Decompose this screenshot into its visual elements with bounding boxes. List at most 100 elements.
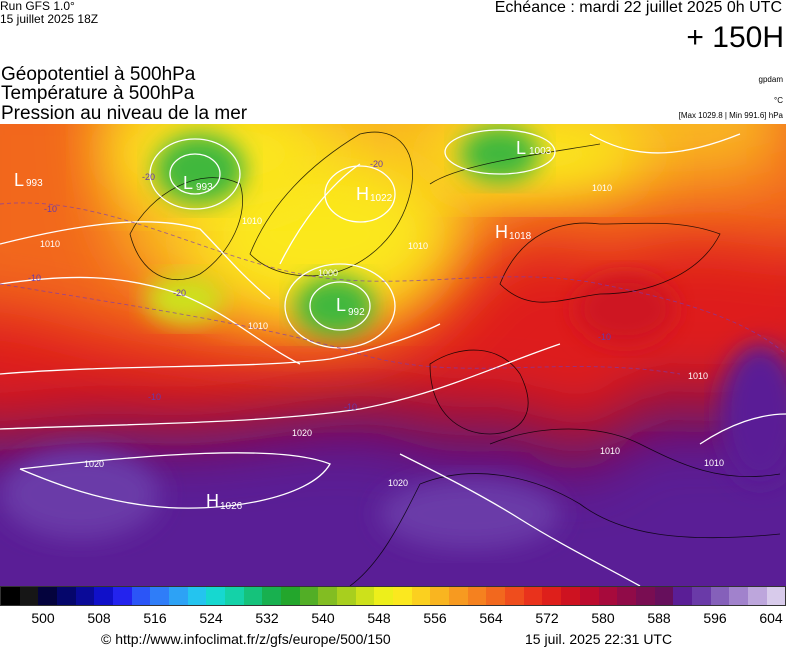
colorbar-tick-label: 580 [591,610,615,626]
geopotential-field [0,124,786,586]
center-letter: H [206,491,219,511]
center-letter: L [14,170,24,190]
center-letter: H [356,184,369,204]
colorbar-swatch [243,587,263,605]
isobar-label: 1020 [388,478,408,488]
isobar-label: 1010 [688,371,708,381]
isobar-label: 1020 [84,459,104,469]
low-center: L 992 [336,295,365,318]
center-letter: L [183,173,193,193]
low-center: L 993 [14,170,43,190]
center-value: 1018 [509,231,532,242]
temperature-label: -20 [142,172,155,182]
colorbar-swatch [691,587,711,605]
temperature-label: -10 [148,392,161,402]
colorbar-swatch [635,587,655,605]
colorbar-swatch [747,587,767,605]
temperature-label: -10 [28,273,41,283]
low-center: L 1003 [516,138,552,158]
colorbar-swatch [542,587,562,605]
isobars [0,129,786,586]
colorbar-tick-label: 540 [311,610,335,626]
temperature-labels: -20 -20 -20 -10 -10 -10 -10 -10 [28,159,611,412]
center-value: 1022 [370,193,393,204]
title-geopotential: Géopotentiel à 500hPa [1,64,196,85]
center-value: 993 [26,178,43,189]
colorbar-swatch [318,587,338,605]
pressure-centers: L 993 L 993 L 1003 H 1022 H 1018 L 992 [14,138,552,512]
colorbar-swatch [337,587,356,605]
render-timestamp: 15 juil. 2025 22:31 UTC [525,631,673,647]
center-value: 993 [196,182,213,193]
temperature-label: -10 [598,332,611,342]
colorbar-swatch [94,587,114,605]
colorbar-swatch [38,587,58,605]
colorbar-tick-label: 524 [199,610,223,626]
center-letter: H [495,222,508,242]
coastlines [129,131,781,586]
colorbar-swatch [393,587,412,605]
title-temperature: Température à 500hPa [1,83,195,104]
colorbar-swatch [19,587,39,605]
isobar-label: 1010 [248,321,268,331]
colorbar-swatch [598,587,618,605]
temperature-label: -10 [44,204,57,214]
forecast-valid-time: Echéance : mardi 22 juillet 2025 0h UTC [494,0,782,16]
colorbar-swatch [113,587,132,605]
isobar-label: 1010 [600,446,620,456]
colorbar-tick-label: 556 [423,610,447,626]
colorbar-swatch [766,587,786,605]
colorbar-tick-label: 572 [535,610,559,626]
colorbar-swatch [355,587,375,605]
high-center: H 1022 [356,184,393,204]
colorbar-swatch [262,587,282,605]
colorbar-tick-label: 508 [87,610,111,626]
temperature-label: -20 [173,288,186,298]
colorbar-swatch [299,587,319,605]
isobar-label: 1010 [704,458,724,468]
isobar-label: 1010 [592,183,612,193]
colorbar-tick-label: 564 [479,610,503,626]
colorbar-swatch [579,587,599,605]
colorbar-swatch [486,587,506,605]
high-center: H 1026 [206,491,243,512]
colorbar-swatch [467,587,487,605]
colorbar-swatch [225,587,244,605]
colorbar-swatch [131,587,151,605]
center-letter: L [336,295,346,315]
center-value: 1003 [529,146,552,157]
colorbar-swatch [411,587,431,605]
isobar-label: 1010 [408,241,428,251]
isobar-label: 1000 [318,268,338,278]
colorbar-swatch [187,587,207,605]
temperature-label: -20 [370,159,383,169]
colorbar-swatch [729,587,748,605]
unit-geopotential: gpdam [758,75,783,84]
colorbar-swatch [654,587,674,605]
colorbar-swatch [75,587,95,605]
colorbar-swatch [617,587,636,605]
colorbar-swatch [523,587,543,605]
colorbar-swatch [673,587,692,605]
colorbar-tick-label: 500 [31,610,55,626]
colorbar-swatch [430,587,450,605]
colorbar-ticks: 500 508 516 524 532 540 548 556 564 572 580 588 596 6… [0,609,786,627]
colorbar-tick-label: 516 [143,610,167,626]
temperature-isolines [0,202,786,375]
unit-temperature: °C [774,96,783,105]
colorbar-swatch [1,587,20,605]
source-url: © http://www.infoclimat.fr/z/gfs/europe/… [101,631,391,647]
colorbar-swatch [281,587,300,605]
high-center: H 1018 [495,222,532,242]
colorbar-swatch [449,587,468,605]
center-letter: L [516,138,526,158]
run-title: Run GFS 1.0° [0,0,75,13]
lead-time: + 150H [686,21,784,54]
colorbar-swatch [561,587,580,605]
colorbar-swatch [57,587,76,605]
colorbar-swatch [505,587,524,605]
colorbar-tick-label: 532 [255,610,279,626]
colorbar-swatch [150,587,170,605]
colorbar [0,586,786,606]
center-value: 992 [348,307,365,318]
